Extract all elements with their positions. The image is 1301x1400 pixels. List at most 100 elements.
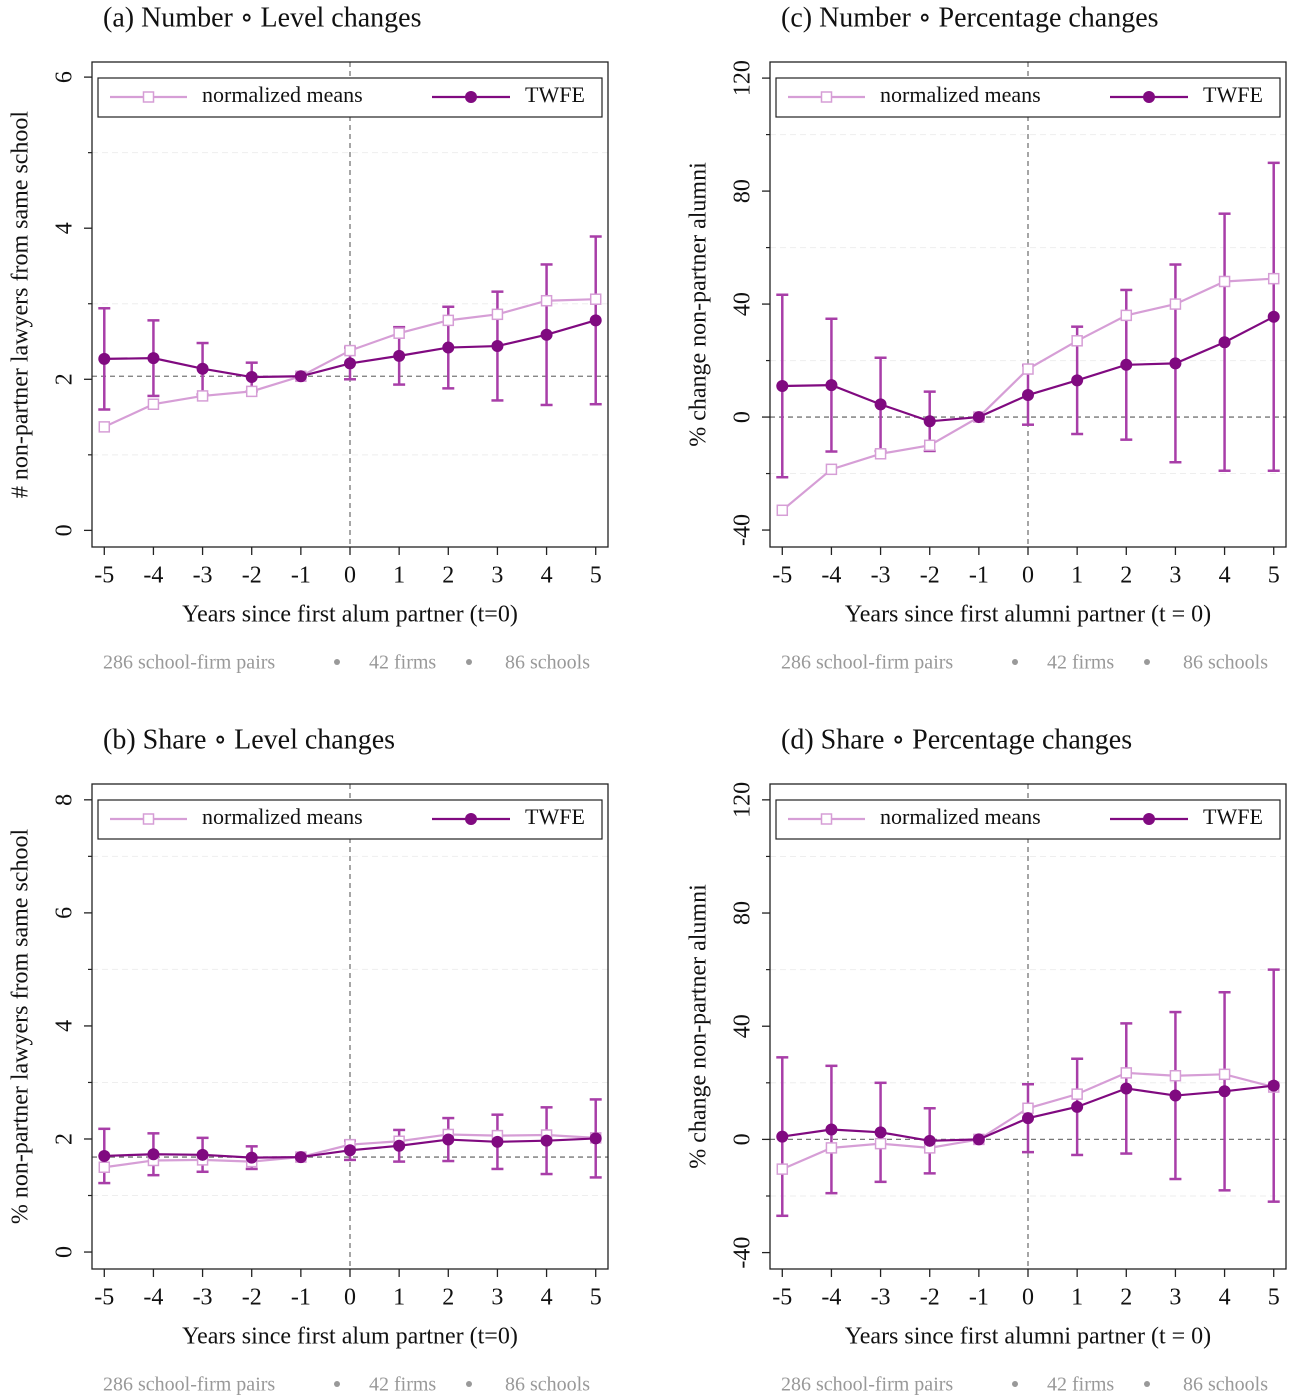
y-tick-label: 6 xyxy=(52,71,78,83)
y-tick-label: 0 xyxy=(730,1133,756,1145)
x-tick-label: -2 xyxy=(242,1285,262,1311)
note-separator xyxy=(466,1381,472,1387)
y-tick-label: 40 xyxy=(730,1014,756,1038)
marker xyxy=(393,1139,406,1152)
marker xyxy=(540,294,553,307)
x-tick-label: -5 xyxy=(94,1285,114,1311)
marker xyxy=(465,813,477,825)
marker xyxy=(294,370,307,383)
x-tick-label: 2 xyxy=(1120,1285,1132,1311)
note-separator xyxy=(1012,659,1018,665)
legend-label: TWFE xyxy=(1203,804,1263,829)
marker xyxy=(874,1137,887,1150)
legend-label: normalized means xyxy=(202,82,363,107)
marker xyxy=(1267,310,1280,323)
marker xyxy=(1022,1102,1034,1115)
marker xyxy=(825,1142,838,1154)
marker xyxy=(491,1135,504,1148)
y-tick-label: 120 xyxy=(730,60,756,96)
note-separator xyxy=(334,659,340,665)
y-tick-label: 4 xyxy=(52,1020,78,1032)
marker xyxy=(825,463,838,476)
marker xyxy=(147,398,160,410)
marker xyxy=(98,421,111,433)
marker xyxy=(442,1133,455,1146)
x-tick-label: 3 xyxy=(1169,563,1181,589)
marker xyxy=(874,448,887,460)
marker xyxy=(1267,1079,1280,1092)
x-tick-label: 5 xyxy=(590,563,602,589)
marker xyxy=(98,352,111,365)
marker xyxy=(1218,275,1231,288)
x-tick-label: 5 xyxy=(590,1285,602,1311)
marker xyxy=(776,1163,789,1175)
marker xyxy=(923,1134,936,1147)
legend: normalized means TWFE xyxy=(775,799,1281,840)
note: 86 schools xyxy=(505,1374,590,1396)
marker xyxy=(1218,336,1231,349)
note: 286 school-firm pairs xyxy=(103,652,275,674)
marker xyxy=(874,398,887,411)
panel: (a) Number ∘ Level changes 0 2 4 6 -5 -4 -3 -2 -1… xyxy=(8,2,609,674)
x-tick-label: -5 xyxy=(772,1285,792,1311)
y-tick-label: 120 xyxy=(730,782,756,818)
marker xyxy=(874,1126,887,1139)
x-tick-label: -5 xyxy=(94,563,114,589)
marker xyxy=(825,379,838,392)
legend-label: TWFE xyxy=(525,804,585,829)
marker xyxy=(98,1149,111,1162)
y-tick-label: -40 xyxy=(730,1237,756,1269)
legend-label: normalized means xyxy=(880,82,1041,107)
y-tick-label: 6 xyxy=(52,907,78,919)
x-tick-label: 4 xyxy=(1219,1285,1231,1311)
x-tick-label: -3 xyxy=(193,563,213,589)
marker xyxy=(1071,1100,1084,1113)
marker xyxy=(589,1132,602,1145)
marker xyxy=(465,91,477,103)
marker xyxy=(147,352,160,365)
x-tick-label: -2 xyxy=(920,1285,940,1311)
marker xyxy=(1169,1069,1182,1082)
marker xyxy=(825,1123,838,1136)
x-tick-label: -3 xyxy=(871,563,891,589)
y-tick-label: 4 xyxy=(52,222,78,234)
marker xyxy=(1169,357,1182,370)
panel-title: (d) Share ∘ Percentage changes xyxy=(781,724,1132,755)
marker xyxy=(294,1151,307,1164)
x-tick-label: 3 xyxy=(1169,1285,1181,1311)
x-tick-label: -3 xyxy=(871,1285,891,1311)
x-tick-label: -1 xyxy=(291,563,311,589)
legend: normalized means TWFE xyxy=(97,799,603,840)
x-tick-label: 0 xyxy=(1022,1285,1034,1311)
marker xyxy=(245,371,258,384)
panel: (d) Share ∘ Percentage changes-400408012… xyxy=(686,724,1287,1396)
x-tick-label: 4 xyxy=(1219,563,1231,589)
marker xyxy=(245,1151,258,1164)
marker xyxy=(1143,813,1155,825)
note: 42 firms xyxy=(1047,652,1114,674)
marker xyxy=(820,91,833,103)
marker xyxy=(923,439,936,452)
x-tick-label: -4 xyxy=(143,1285,163,1311)
x-tick-label: -2 xyxy=(920,563,940,589)
y-axis-label: % change non-partner alumni xyxy=(686,884,712,1169)
x-tick-label: -1 xyxy=(969,563,989,589)
marker xyxy=(1120,1082,1133,1095)
marker xyxy=(344,357,356,370)
y-tick-label: 2 xyxy=(52,1133,78,1145)
x-tick-label: -3 xyxy=(193,1285,213,1311)
note: 42 firms xyxy=(369,1374,436,1396)
marker xyxy=(196,390,209,402)
x-tick-label: 1 xyxy=(1071,1285,1083,1311)
note-separator xyxy=(1144,659,1150,665)
x-tick-label: -1 xyxy=(969,1285,989,1311)
x-tick-label: 3 xyxy=(491,563,503,589)
marker xyxy=(393,327,405,339)
panel-title: (c) Number ∘ Percentage changes xyxy=(781,2,1159,33)
x-tick-label: -2 xyxy=(242,563,262,589)
marker xyxy=(1120,1067,1133,1079)
panel: (c) Number ∘ Percentage changes-40040801… xyxy=(686,2,1287,674)
legend-label: normalized means xyxy=(202,804,363,829)
note-separator xyxy=(466,659,472,665)
